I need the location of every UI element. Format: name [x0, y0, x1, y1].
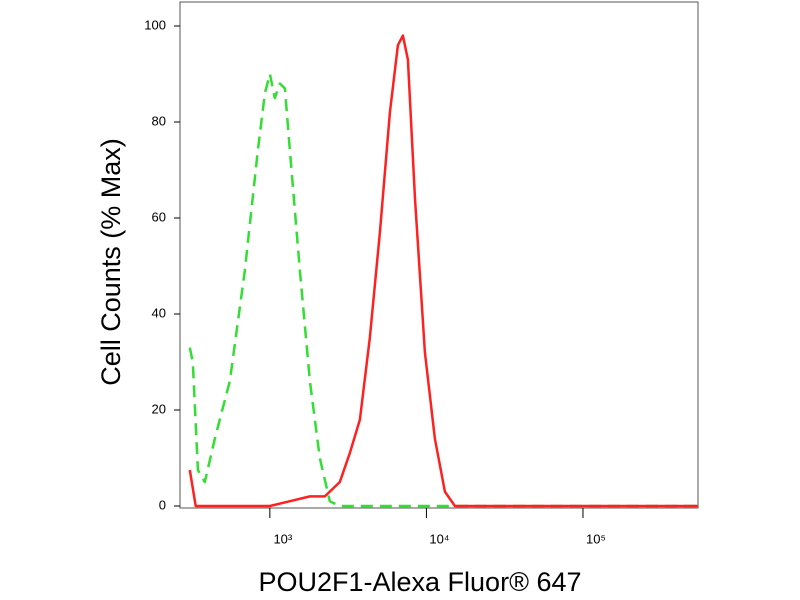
y-axis-title: Cell Counts (% Max) — [96, 138, 126, 386]
x-tick-label: 10⁴ — [429, 531, 449, 546]
y-tick-label: 40 — [152, 305, 166, 320]
plot-frame — [179, 1, 699, 509]
y-tick-label: 60 — [152, 209, 166, 224]
y-tick-label: 0 — [159, 497, 166, 512]
y-tick-label: 100 — [144, 17, 166, 32]
histogram-line — [188, 72, 698, 508]
x-tick-label: 10³ — [273, 531, 292, 546]
y-tick-label: 80 — [152, 113, 166, 128]
y-tick-label: 20 — [152, 401, 166, 416]
x-tick-label: 10⁵ — [586, 531, 606, 546]
histogram-line — [188, 34, 698, 508]
x-axis-title: POU2F1-Alexa Fluor® 647 — [258, 567, 581, 597]
